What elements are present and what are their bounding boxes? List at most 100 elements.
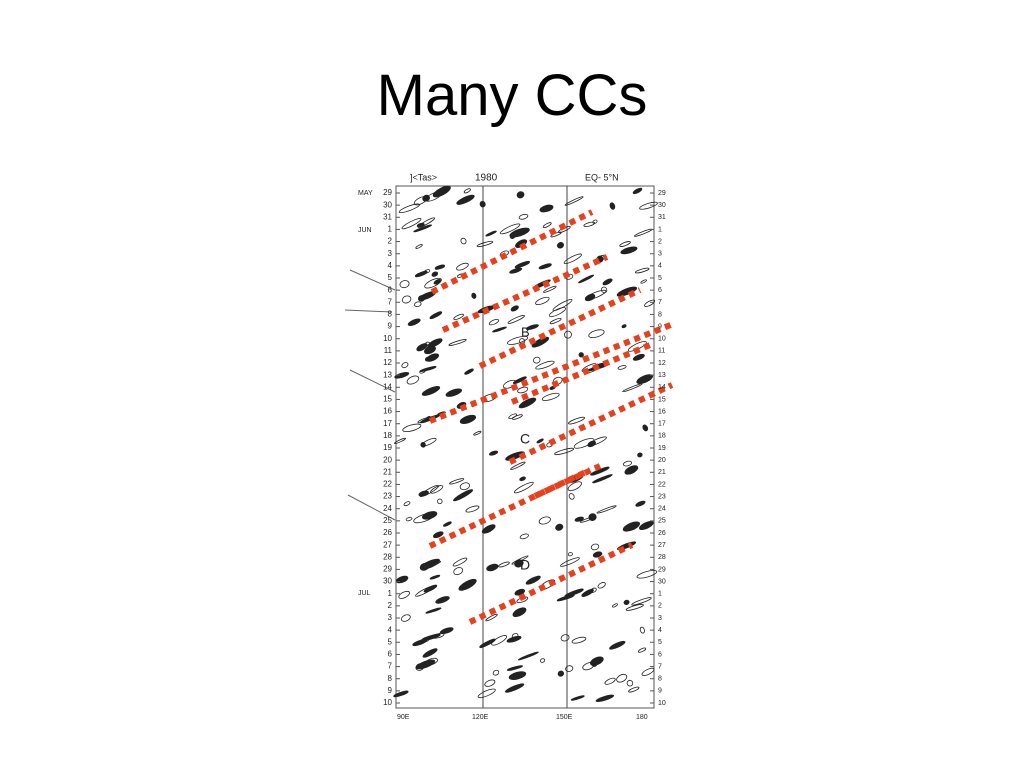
dotted-line xyxy=(430,209,594,295)
day-label: 23 xyxy=(383,492,392,501)
blob xyxy=(583,221,596,227)
blob xyxy=(626,679,634,687)
day-label: 9 xyxy=(658,323,662,330)
day-label: 7 xyxy=(388,662,393,671)
blob xyxy=(557,670,565,677)
day-label: 30 xyxy=(658,202,666,209)
day-label: 10 xyxy=(658,700,666,707)
day-label: 2 xyxy=(658,603,662,610)
blob xyxy=(632,353,645,361)
day-label: 16 xyxy=(383,407,392,416)
blob xyxy=(536,438,544,444)
blob xyxy=(394,372,410,379)
blob xyxy=(512,376,527,385)
blob xyxy=(395,575,409,584)
blob xyxy=(401,362,409,369)
day-label: 16 xyxy=(658,408,666,415)
blob xyxy=(571,636,587,644)
blob xyxy=(507,315,525,324)
day-label: 29 xyxy=(383,188,392,197)
x-label: 150E xyxy=(556,714,573,721)
blob xyxy=(508,671,527,680)
blob xyxy=(542,222,552,228)
blob xyxy=(433,279,442,285)
blob xyxy=(512,607,527,618)
convection-blobs xyxy=(393,185,658,702)
blob xyxy=(560,557,580,567)
day-label: 12 xyxy=(658,360,666,367)
blob xyxy=(578,274,595,284)
day-label: 27 xyxy=(658,542,666,549)
blob xyxy=(625,603,644,611)
blob xyxy=(398,203,420,214)
day-label: 25 xyxy=(658,518,666,525)
day-label: 26 xyxy=(658,530,666,537)
blob xyxy=(422,511,438,520)
blob xyxy=(556,594,575,602)
blob xyxy=(525,324,539,331)
day-label: 2 xyxy=(388,601,393,610)
blob xyxy=(433,531,444,539)
blob xyxy=(399,280,410,289)
blob xyxy=(422,194,430,202)
day-label: 24 xyxy=(383,504,392,513)
blob xyxy=(479,638,496,648)
figure-header: 1980 xyxy=(475,173,498,184)
blob xyxy=(492,669,500,676)
day-label: 14 xyxy=(658,384,666,391)
blob xyxy=(484,679,496,687)
blob xyxy=(492,326,507,333)
blob xyxy=(565,665,574,672)
day-label: 8 xyxy=(388,674,393,683)
day-label: 28 xyxy=(658,554,666,561)
blob xyxy=(414,270,428,278)
blob xyxy=(429,574,441,580)
blob xyxy=(634,267,650,274)
blob xyxy=(644,299,656,307)
blob xyxy=(413,224,433,233)
day-label: 9 xyxy=(658,688,662,695)
blob xyxy=(456,194,475,205)
blob xyxy=(622,460,632,467)
day-label: 3 xyxy=(658,251,662,258)
blob xyxy=(506,335,529,345)
day-label: 31 xyxy=(383,212,392,221)
blob xyxy=(595,694,615,702)
blob xyxy=(539,204,554,213)
day-label: 10 xyxy=(383,698,392,707)
day-label: 15 xyxy=(658,396,666,403)
day-label: 25 xyxy=(383,516,392,525)
blob xyxy=(511,555,529,565)
blob xyxy=(452,557,468,567)
blob xyxy=(504,683,525,693)
blob xyxy=(590,543,600,551)
blob xyxy=(540,658,546,663)
blob xyxy=(609,640,626,650)
blob xyxy=(616,286,638,297)
blob xyxy=(616,673,628,683)
blob xyxy=(519,533,529,540)
blob xyxy=(592,219,598,224)
event-letter: B xyxy=(521,324,530,339)
dotted-line xyxy=(510,342,652,405)
dotted-line xyxy=(468,542,634,625)
blob xyxy=(498,561,510,568)
day-label: 31 xyxy=(658,214,666,221)
blob xyxy=(516,191,525,199)
blob xyxy=(631,597,652,606)
day-label: 1 xyxy=(658,591,662,598)
day-label: 13 xyxy=(658,372,666,379)
blob xyxy=(640,279,647,284)
blob xyxy=(405,516,413,522)
blob xyxy=(460,237,467,245)
blob xyxy=(417,217,436,228)
blob xyxy=(424,657,438,666)
blob xyxy=(568,493,575,500)
blob xyxy=(578,352,584,358)
month-label: MAY xyxy=(358,190,373,197)
blob xyxy=(420,558,441,570)
day-label: 30 xyxy=(383,577,392,586)
day-label: 7 xyxy=(388,297,393,306)
day-label: 4 xyxy=(388,261,393,270)
